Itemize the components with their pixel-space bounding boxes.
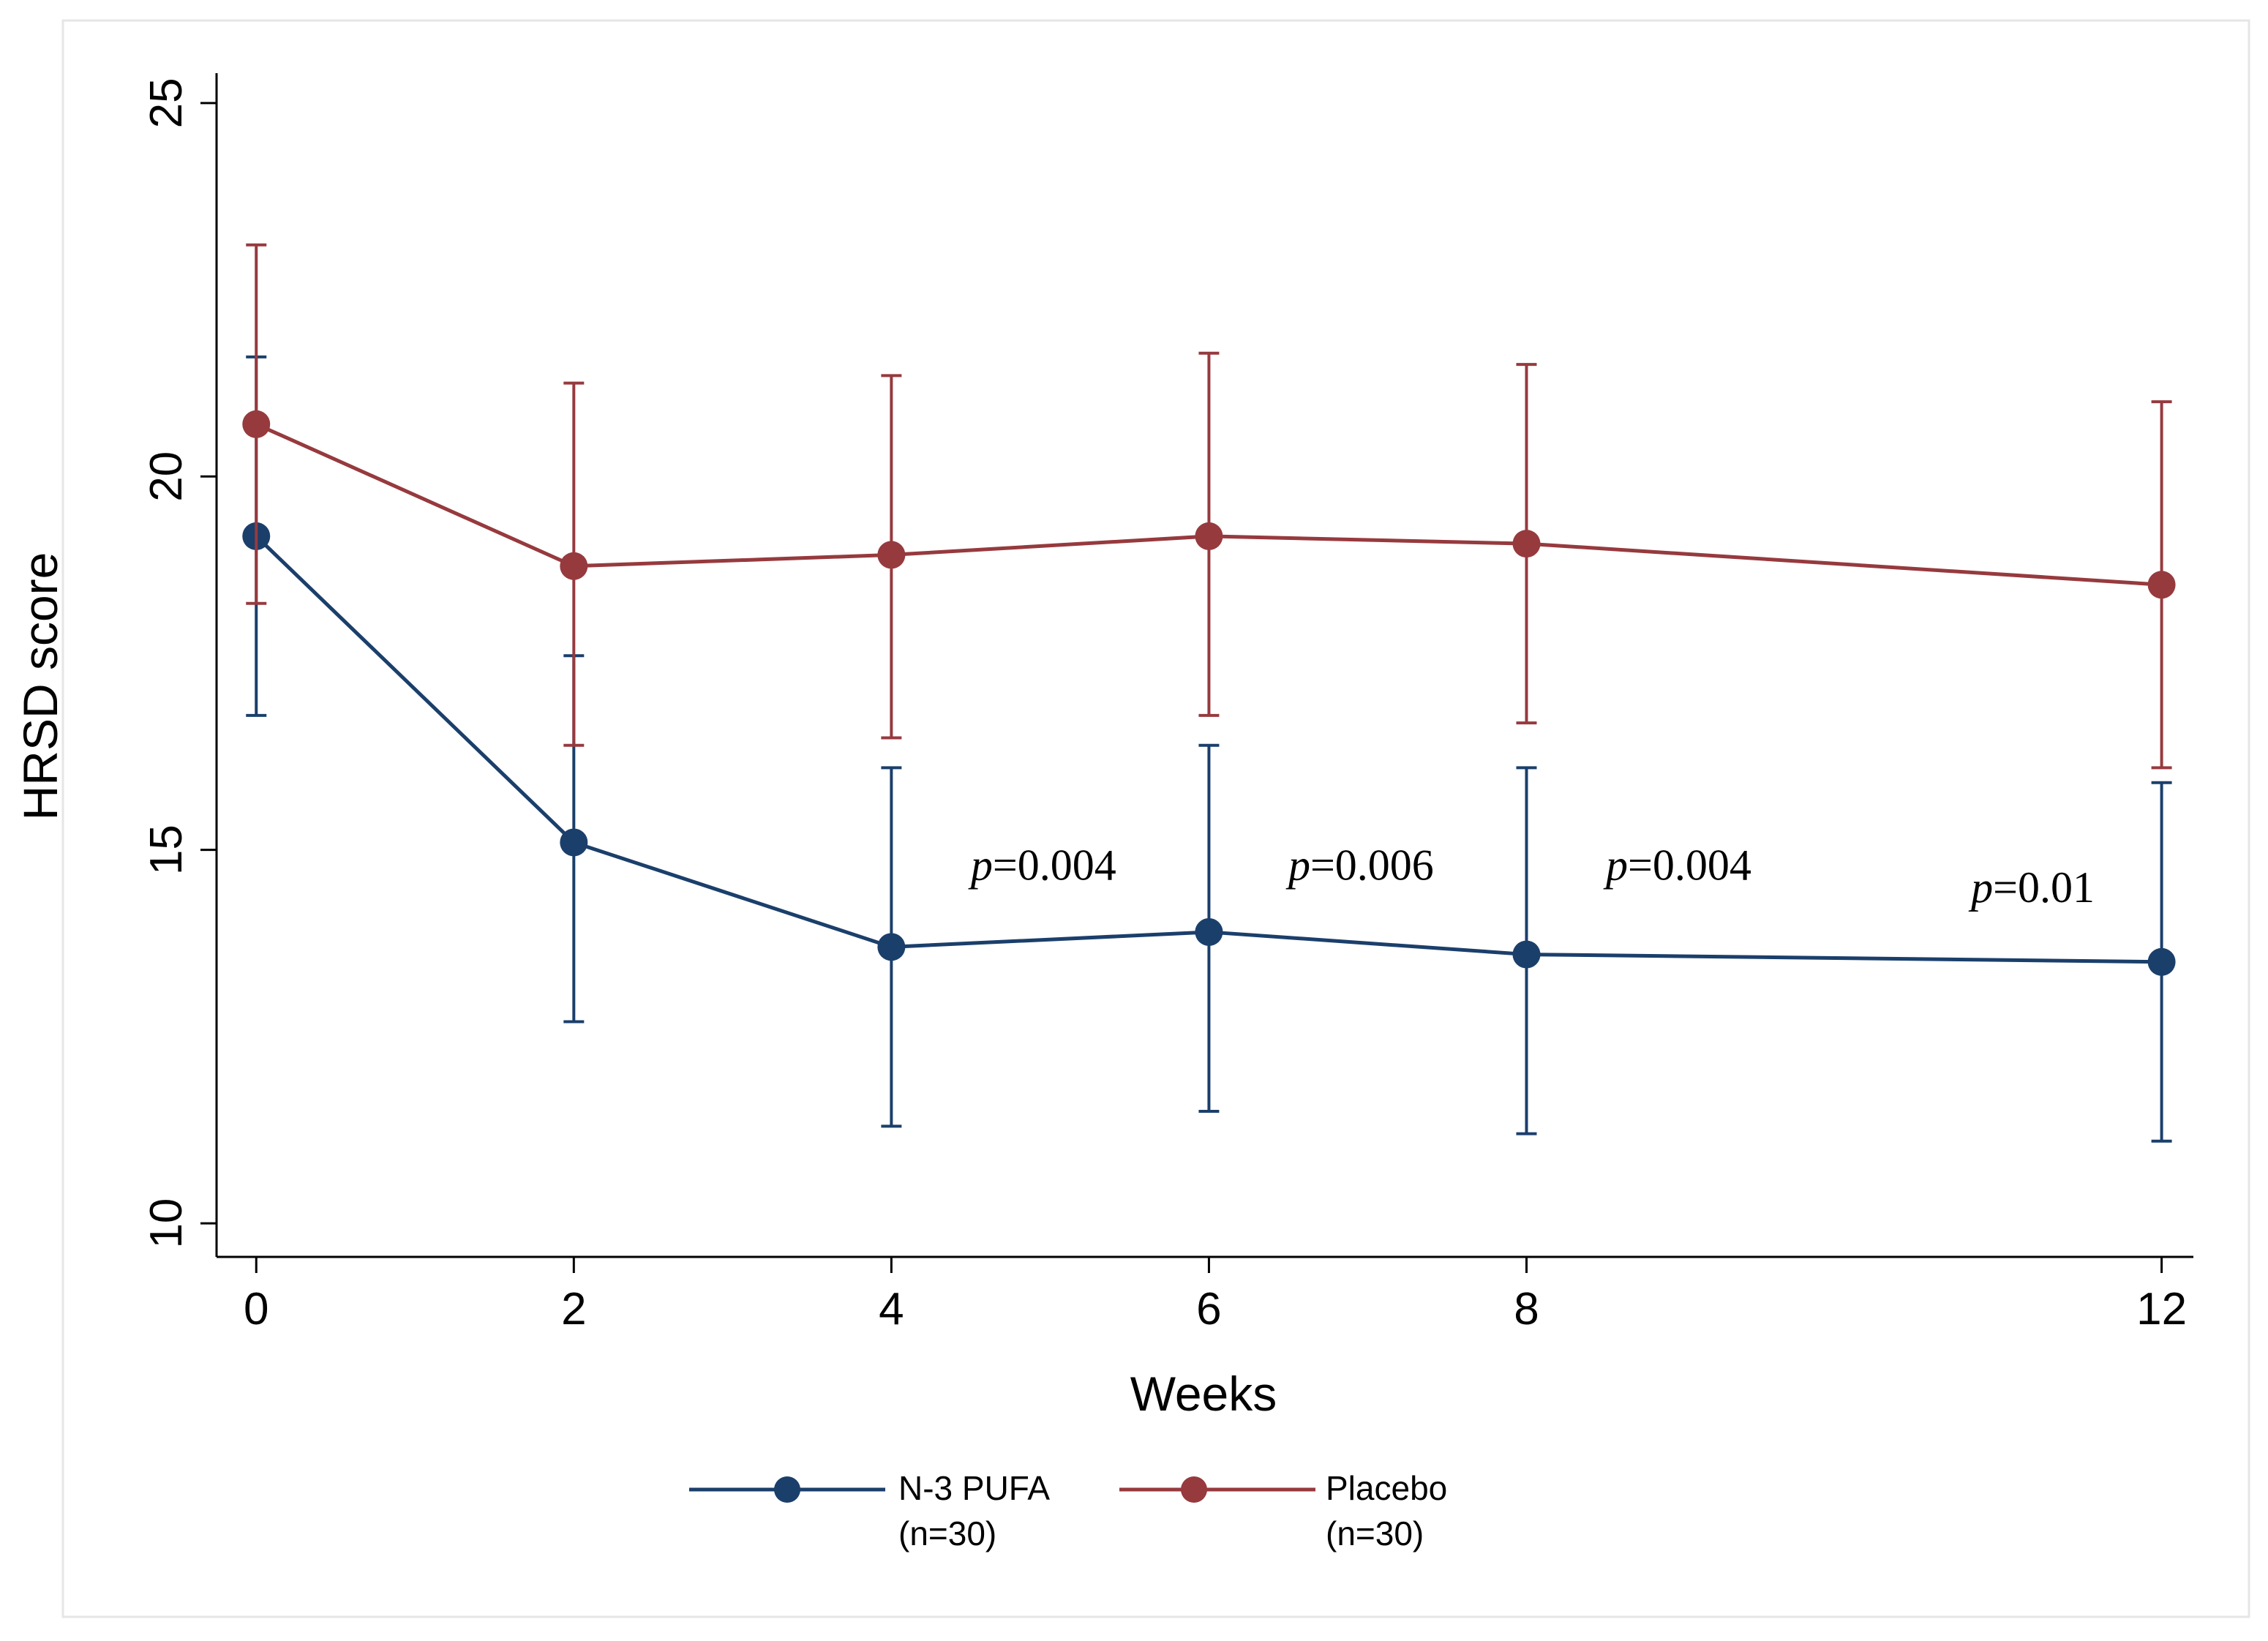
p-value-text: =0.004	[1628, 841, 1751, 889]
p-value-symbol: p	[1285, 841, 1310, 889]
legend-label-placebo-count: (n=30)	[1326, 1514, 1424, 1552]
series-line-n-3-pufa	[255, 535, 2162, 964]
x-tick-label: 8	[1514, 1284, 1539, 1334]
series-line-placebo	[255, 422, 2162, 587]
p-value-annotation: p=0.004	[1603, 841, 1751, 889]
legend-label-n3-pufa-count: (n=30)	[898, 1514, 996, 1552]
data-point-placebo	[2147, 571, 2176, 599]
p-value-annotation: p=0.004	[968, 841, 1116, 889]
legend-label-n3-pufa: N-3 PUFA	[898, 1469, 1050, 1507]
p-value-symbol: p	[1968, 863, 1993, 912]
data-point-placebo	[1195, 522, 1223, 550]
legend-swatch-marker-placebo	[1181, 1476, 1207, 1503]
x-tick-label: 6	[1196, 1284, 1221, 1334]
legend-label-placebo: Placebo	[1326, 1469, 1447, 1507]
data-point-n-3-pufa	[1512, 940, 1541, 969]
series-placebo	[242, 243, 2176, 770]
series-layer	[242, 243, 2176, 1143]
annotation-layer: p=0.004 p=0.006 p=0.004 p=0.01	[968, 841, 2095, 912]
x-axis-title: Weeks	[1130, 1367, 1277, 1421]
y-tick-label: 25	[141, 78, 192, 128]
data-point-n-3-pufa	[1195, 917, 1223, 946]
p-value-text: =0.004	[993, 841, 1116, 889]
y-tick-label: 15	[141, 825, 192, 875]
y-axis-ticks: 10 15 20 25	[141, 78, 217, 1249]
p-value-annotation: p=0.006	[1285, 841, 1434, 889]
data-point-n-3-pufa	[877, 933, 906, 961]
p-value-annotation: p=0.01	[1968, 863, 2095, 912]
p-value-text: =0.01	[1993, 863, 2095, 912]
outer-frame	[61, 19, 2250, 1618]
p-value-symbol: p	[1603, 841, 1628, 889]
x-tick-label: 4	[879, 1284, 904, 1334]
y-axis-title: HRSD score	[13, 552, 67, 821]
legend-swatch-marker-n3-pufa	[774, 1476, 800, 1503]
y-tick-label: 10	[141, 1198, 192, 1249]
data-point-placebo	[1512, 530, 1541, 558]
x-tick-label: 0	[244, 1284, 269, 1334]
data-point-n-3-pufa	[560, 828, 588, 857]
y-tick-label: 20	[141, 451, 192, 502]
data-point-placebo	[242, 410, 271, 438]
x-tick-label: 12	[2136, 1284, 2187, 1334]
x-axis-ticks: 0 2 4 6 8 12	[244, 1257, 2187, 1334]
p-value-text: =0.006	[1310, 841, 1434, 889]
data-point-placebo	[560, 552, 588, 580]
data-point-placebo	[877, 541, 906, 569]
data-point-n-3-pufa	[2147, 947, 2176, 976]
legend: N-3 PUFA (n=30) Placebo (n=30)	[689, 1469, 1447, 1552]
x-tick-label: 2	[561, 1284, 586, 1334]
p-value-symbol: p	[968, 841, 993, 889]
